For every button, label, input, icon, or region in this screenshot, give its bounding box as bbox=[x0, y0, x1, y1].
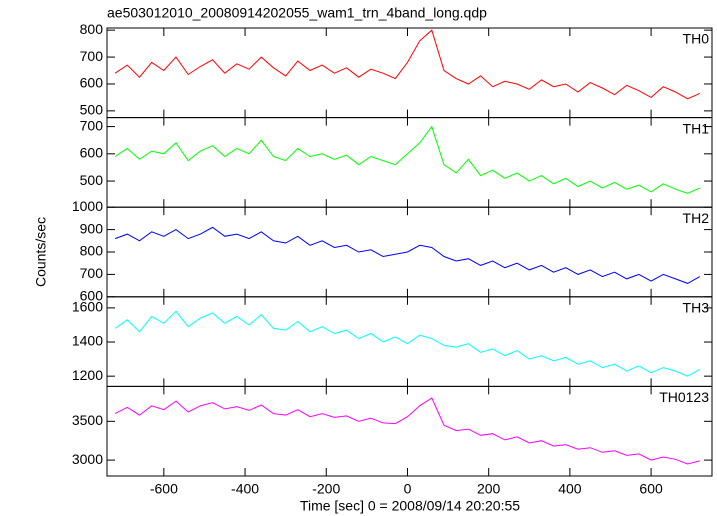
panel-frame bbox=[106, 206, 713, 298]
series-line bbox=[114, 125, 701, 194]
panel-label: TH1 bbox=[683, 120, 710, 136]
y-tick-label: 1400 bbox=[72, 333, 103, 349]
y-tick-label: 700 bbox=[80, 265, 104, 281]
y-tick-label: 1200 bbox=[72, 367, 103, 383]
y-tick-label: 600 bbox=[80, 75, 104, 91]
y-tick-label: 3500 bbox=[72, 412, 103, 428]
x-tick-label: 600 bbox=[639, 481, 663, 497]
y-tick-label: 500 bbox=[80, 172, 104, 188]
panel-label: TH0 bbox=[683, 31, 710, 47]
x-tick-label: 200 bbox=[477, 481, 501, 497]
y-axis-label: Counts/sec bbox=[33, 217, 49, 287]
y-tick-label: 1000 bbox=[72, 198, 103, 214]
y-tick-label: 800 bbox=[80, 243, 104, 259]
y-tick-label: 3000 bbox=[72, 451, 103, 467]
panel-label: TH3 bbox=[683, 300, 710, 316]
y-tick-label: 500 bbox=[80, 102, 104, 118]
panel-frame bbox=[106, 117, 713, 208]
series-line bbox=[114, 397, 700, 465]
y-tick-label: 1600 bbox=[72, 299, 103, 315]
y-tick-label: 700 bbox=[80, 48, 104, 64]
panel-frame bbox=[106, 296, 713, 387]
x-tick-label: 0 bbox=[404, 481, 412, 497]
x-tick-label: -600 bbox=[150, 481, 178, 497]
series-line bbox=[114, 310, 701, 377]
panel-frame bbox=[106, 27, 713, 119]
y-tick-label: 600 bbox=[80, 288, 104, 304]
y-tick-label: 900 bbox=[80, 220, 104, 236]
panel-label: TH2 bbox=[683, 210, 710, 226]
y-tick-label: 600 bbox=[80, 145, 104, 161]
chart-title: ae503012010_20080914202055_wam1_trn_4ban… bbox=[107, 5, 487, 21]
series-line bbox=[114, 29, 701, 100]
x-tick-label: 400 bbox=[558, 481, 582, 497]
y-tick-label: 700 bbox=[80, 117, 104, 133]
series-line bbox=[114, 226, 701, 284]
x-axis-label: Time [sec] 0 = 2008/09/14 20:20:55 bbox=[300, 498, 520, 514]
x-tick-label: -400 bbox=[231, 481, 259, 497]
x-tick-label: -200 bbox=[312, 481, 340, 497]
panel-label: TH0123 bbox=[659, 389, 709, 405]
panel-frame bbox=[106, 385, 713, 477]
y-tick-label: 800 bbox=[80, 21, 104, 37]
